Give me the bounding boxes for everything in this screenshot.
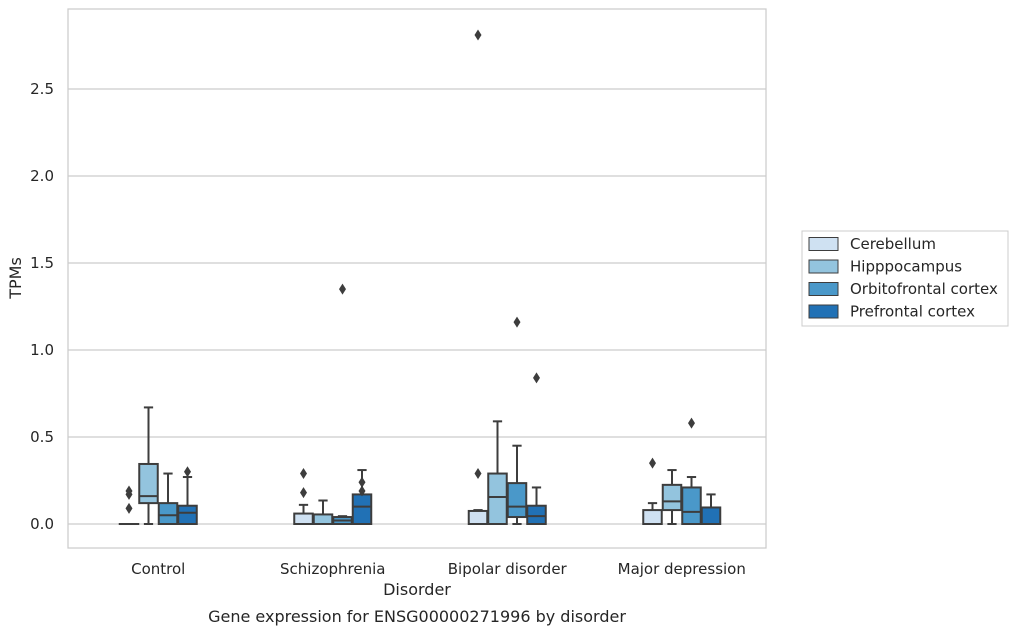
box-orbitofrontal-cortex [506,316,528,525]
box-iqr [506,482,528,519]
y-tick-label: 1.0 [30,341,54,359]
box-cerebellum [293,468,314,525]
box-orbitofrontal-cortex [681,417,702,525]
legend-swatch [808,282,839,296]
outlier-marker [125,485,133,497]
outlier-marker [358,476,366,488]
legend-label: Cerebellum [850,235,936,253]
box-iqr [312,513,334,525]
grid-lines [68,88,766,525]
box-hipppocampus [661,469,683,525]
outlier-marker [649,457,656,469]
box-prefrontal-cortex [177,466,198,526]
box-iqr [700,506,722,526]
outlier-marker [184,466,191,478]
x-tick-label: Major depression [618,560,746,578]
x-tick-labels: Control Schizophrenia Bipolar disorder Majo… [131,560,746,578]
box-iqr [351,493,373,526]
outlier-marker [474,29,482,41]
box-iqr [293,512,314,525]
outlier-marker [474,468,482,480]
box-iqr [642,509,663,525]
legend-label: Prefrontal cortex [850,303,975,321]
y-tick-label: 1.5 [30,254,54,272]
x-tick-label: Control [131,560,185,578]
boxes [118,29,722,526]
legend-swatch [808,259,839,274]
outlier-marker [358,485,366,497]
box-cerebellum [642,457,663,525]
y-tick-label: 2.5 [30,80,54,98]
y-tick-label: 0.0 [30,515,54,533]
chart-title: Gene expression for ENSG00000271996 by d… [208,607,626,626]
box-iqr [138,462,159,505]
box-cerebellum [467,29,489,526]
box-prefrontal-cortex [526,372,547,526]
box-orbitofrontal-cortex [332,283,353,525]
box-hipppocampus [312,499,334,525]
box-cerebellum [118,485,140,526]
box-iqr [681,486,702,525]
x-tick-label: Schizophrenia [280,560,385,578]
box-orbitofrontal-cortex [157,472,179,525]
box-iqr [177,504,198,526]
legend-swatch [808,304,839,319]
outlier-marker [533,372,540,384]
box-prefrontal-cortex [351,469,373,526]
outlier-marker [125,502,133,514]
box-prefrontal-cortex [700,493,722,526]
box-iqr [661,483,683,512]
plot-frame [67,8,767,549]
legend-label: Hipppocampus [850,258,962,276]
y-axis-label: TPMs [6,257,25,300]
outlier-marker [300,487,307,499]
outlier-marker [688,417,695,429]
legend-swatch [808,237,839,251]
y-tick-label: 0.5 [30,428,54,446]
y-tick-labels: 0.0 0.5 1.0 1.5 2.0 2.5 [30,80,54,533]
outlier-marker [339,283,346,295]
box-iqr [526,504,547,526]
outlier-marker [513,316,521,328]
legend: Cerebellum Hipppocampus Orbitofrontal cort… [801,230,1009,327]
y-tick-label: 2.0 [30,167,54,185]
outlier-marker [300,468,307,480]
x-axis-label: Disorder [383,580,451,599]
box-iqr [487,472,508,526]
legend-label: Orbitofrontal cortex [850,280,998,298]
x-tick-label: Bipolar disorder [448,560,568,578]
box-hipppocampus [138,406,159,525]
box-iqr [157,502,179,525]
box-iqr [467,509,489,526]
